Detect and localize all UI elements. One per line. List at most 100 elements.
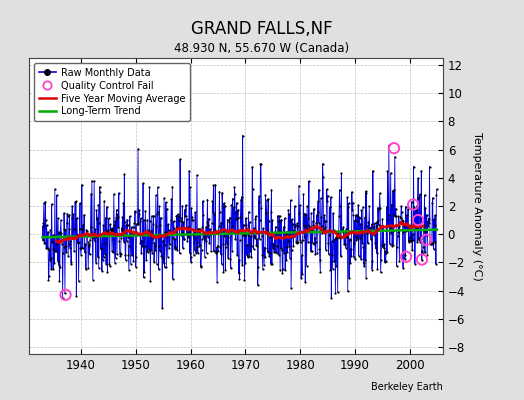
Point (322, 246, 330, 253)
Point (269, 243, 278, 249)
Point (334, 234, 343, 240)
Point (233, 200, 241, 206)
Point (313, 209, 322, 216)
Point (394, 233, 402, 239)
Point (249, 229, 257, 236)
Point (325, 227, 334, 234)
Point (159, 238, 167, 244)
Point (202, 224, 210, 230)
Point (278, 270, 287, 276)
Point (196, 264, 205, 270)
Point (364, 240, 372, 246)
Point (392, 213, 400, 220)
Point (198, 224, 206, 230)
Point (367, 221, 376, 227)
Point (184, 229, 193, 236)
Point (316, 269, 324, 275)
Point (342, 244, 350, 251)
Point (174, 213, 183, 220)
Point (395, 223, 403, 230)
Point (98, 268, 106, 274)
Point (233, 252, 242, 258)
Point (108, 226, 117, 232)
Point (383, 168, 391, 174)
Point (127, 228, 135, 235)
Point (309, 218, 317, 224)
Point (357, 207, 366, 214)
Point (417, 168, 425, 174)
Point (99, 257, 107, 263)
Point (80, 231, 88, 238)
Point (268, 217, 277, 223)
Point (119, 232, 127, 239)
Text: Berkeley Earth: Berkeley Earth (371, 382, 443, 392)
Point (294, 239, 302, 245)
Point (292, 240, 301, 246)
Point (140, 268, 149, 275)
Point (397, 214, 405, 221)
Point (255, 236, 264, 242)
Point (204, 233, 212, 240)
Point (38, 223, 47, 229)
Point (312, 220, 320, 227)
Point (57, 217, 65, 224)
Point (427, 239, 435, 246)
Point (275, 227, 283, 234)
Point (409, 237, 417, 243)
Point (106, 226, 115, 232)
Point (347, 189, 356, 195)
Point (359, 244, 367, 250)
Point (134, 221, 142, 227)
Point (176, 156, 184, 163)
Point (84, 243, 93, 249)
Point (406, 237, 414, 243)
Point (167, 196, 176, 202)
Point (376, 205, 385, 211)
Point (331, 290, 340, 296)
Point (90, 178, 99, 184)
Point (411, 260, 419, 267)
Point (303, 221, 312, 228)
Point (141, 208, 149, 214)
Point (246, 248, 255, 254)
Point (385, 212, 394, 218)
Point (315, 257, 324, 263)
Point (230, 229, 238, 235)
Point (102, 228, 111, 234)
Point (303, 203, 311, 210)
Point (94, 254, 102, 260)
Point (351, 256, 359, 262)
Point (103, 203, 111, 210)
Point (263, 228, 271, 234)
Point (188, 213, 196, 220)
Point (266, 250, 274, 256)
Point (343, 234, 351, 240)
Point (46, 227, 54, 233)
Point (153, 211, 161, 218)
Point (58, 240, 67, 247)
Point (118, 226, 126, 233)
Point (214, 248, 222, 254)
Point (241, 232, 249, 238)
Point (353, 218, 362, 224)
Point (223, 216, 232, 223)
Point (369, 224, 377, 230)
Point (72, 198, 80, 204)
Point (315, 246, 324, 252)
Point (140, 243, 149, 249)
Point (137, 215, 145, 222)
Point (146, 278, 155, 284)
Point (251, 216, 259, 222)
Point (243, 242, 252, 248)
Point (73, 215, 81, 221)
Point (160, 264, 169, 270)
Point (267, 209, 275, 215)
Point (383, 204, 391, 210)
Point (306, 239, 314, 246)
Point (255, 193, 263, 199)
Point (430, 239, 439, 245)
Point (274, 212, 282, 219)
Point (62, 242, 70, 249)
Point (154, 208, 162, 215)
Point (134, 145, 142, 152)
